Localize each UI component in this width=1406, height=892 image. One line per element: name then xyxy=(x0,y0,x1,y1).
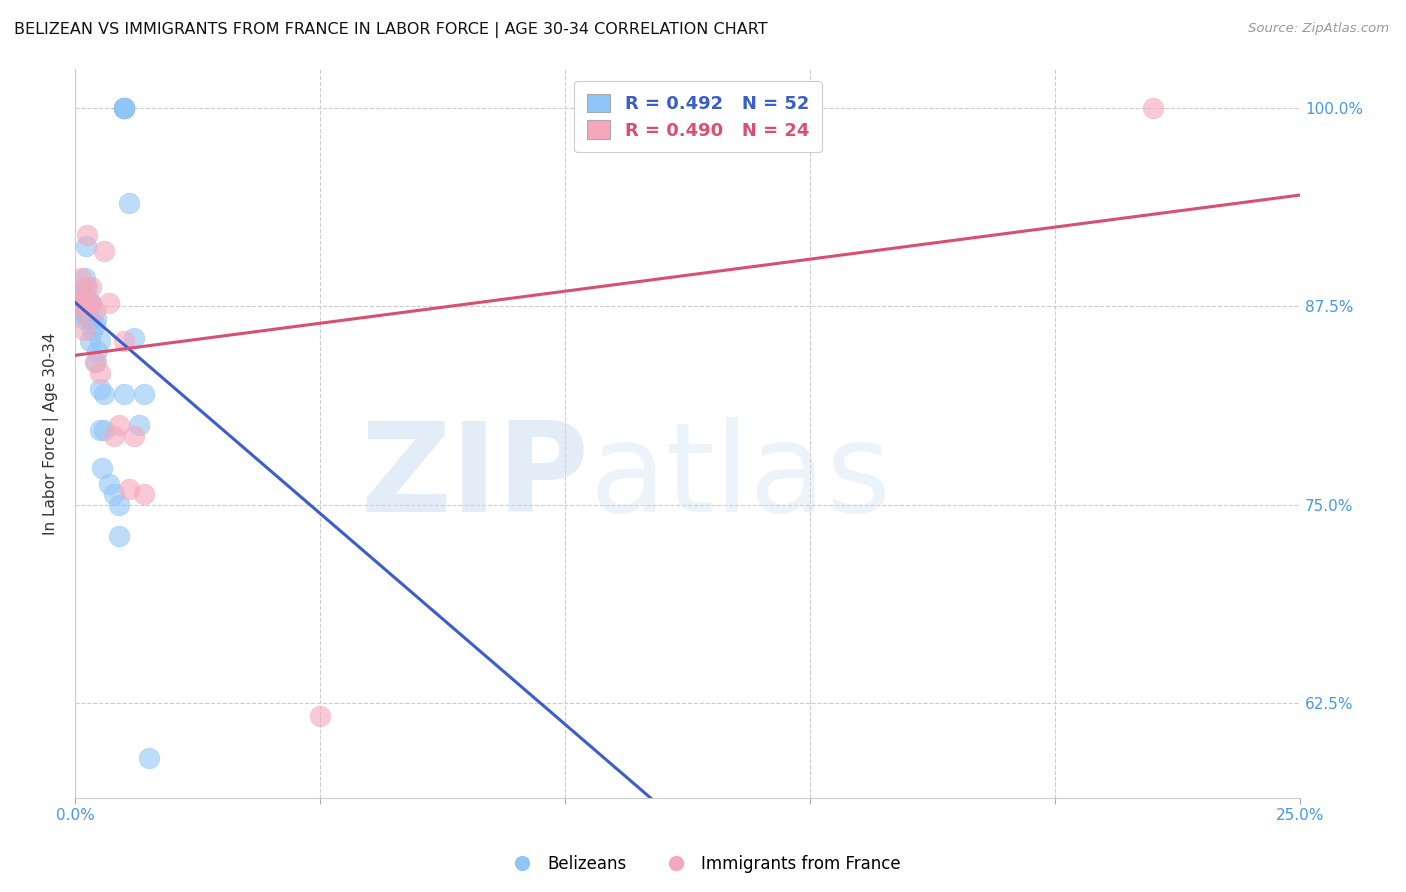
Point xyxy=(73,271,96,285)
Point xyxy=(112,386,135,401)
Point xyxy=(73,312,96,326)
Point xyxy=(93,386,115,401)
Point xyxy=(70,302,93,317)
Point xyxy=(122,331,145,345)
Point xyxy=(138,751,160,765)
Point xyxy=(80,296,103,310)
Point xyxy=(98,477,121,491)
Point xyxy=(72,296,94,310)
Point xyxy=(75,296,97,310)
Point xyxy=(75,296,97,310)
Point xyxy=(76,228,98,243)
Point xyxy=(103,486,125,500)
Point xyxy=(84,312,107,326)
Text: Source: ZipAtlas.com: Source: ZipAtlas.com xyxy=(1249,22,1389,36)
Point xyxy=(112,101,135,115)
Point xyxy=(122,429,145,443)
Point xyxy=(112,101,135,115)
Point xyxy=(82,323,104,337)
Point xyxy=(112,101,135,115)
Point xyxy=(83,355,105,369)
Point xyxy=(70,296,93,310)
Point xyxy=(98,296,121,310)
Point xyxy=(73,323,96,337)
Point xyxy=(108,529,131,543)
Point xyxy=(309,708,332,723)
Point xyxy=(76,280,98,294)
Point xyxy=(79,296,101,310)
Point xyxy=(108,498,131,512)
Point xyxy=(118,196,141,211)
Point xyxy=(89,423,111,437)
Point xyxy=(75,296,97,310)
Point xyxy=(86,343,108,358)
Point xyxy=(67,296,90,310)
Point xyxy=(84,355,107,369)
Point xyxy=(73,280,96,294)
Point xyxy=(118,482,141,496)
Point xyxy=(69,292,91,306)
Point xyxy=(89,334,111,349)
Point xyxy=(75,239,97,253)
Point xyxy=(112,334,135,349)
Point xyxy=(83,318,105,333)
Point xyxy=(73,302,96,317)
Point xyxy=(73,292,96,306)
Point xyxy=(112,101,135,115)
Point xyxy=(70,286,93,301)
Point xyxy=(128,418,150,433)
Point xyxy=(93,244,115,258)
Point xyxy=(79,334,101,349)
Point xyxy=(72,296,94,310)
Point xyxy=(83,302,105,317)
Point xyxy=(69,286,91,301)
Point xyxy=(76,307,98,321)
Point xyxy=(72,302,94,317)
Point xyxy=(69,292,91,306)
Point xyxy=(80,280,103,294)
Point xyxy=(72,307,94,321)
Point xyxy=(112,101,135,115)
Point xyxy=(66,296,89,310)
Point xyxy=(112,101,135,115)
Y-axis label: In Labor Force | Age 30-34: In Labor Force | Age 30-34 xyxy=(44,332,59,534)
Point xyxy=(103,429,125,443)
Point xyxy=(132,386,155,401)
Point xyxy=(73,296,96,310)
Point xyxy=(89,366,111,380)
Point xyxy=(67,286,90,301)
Point xyxy=(70,296,93,310)
Legend: R = 0.492   N = 52, R = 0.490   N = 24: R = 0.492 N = 52, R = 0.490 N = 24 xyxy=(574,81,821,153)
Point xyxy=(132,486,155,500)
Point xyxy=(108,418,131,433)
Text: atlas: atlas xyxy=(589,417,891,538)
Point xyxy=(70,271,93,285)
Legend: Belizeans, Immigrants from France: Belizeans, Immigrants from France xyxy=(499,848,907,880)
Point xyxy=(89,382,111,396)
Point xyxy=(79,296,101,310)
Point xyxy=(72,286,94,301)
Point xyxy=(91,461,114,475)
Text: ZIP: ZIP xyxy=(361,417,589,538)
Point xyxy=(93,423,115,437)
Text: BELIZEAN VS IMMIGRANTS FROM FRANCE IN LABOR FORCE | AGE 30-34 CORRELATION CHART: BELIZEAN VS IMMIGRANTS FROM FRANCE IN LA… xyxy=(14,22,768,38)
Point xyxy=(79,312,101,326)
Point xyxy=(1142,101,1164,115)
